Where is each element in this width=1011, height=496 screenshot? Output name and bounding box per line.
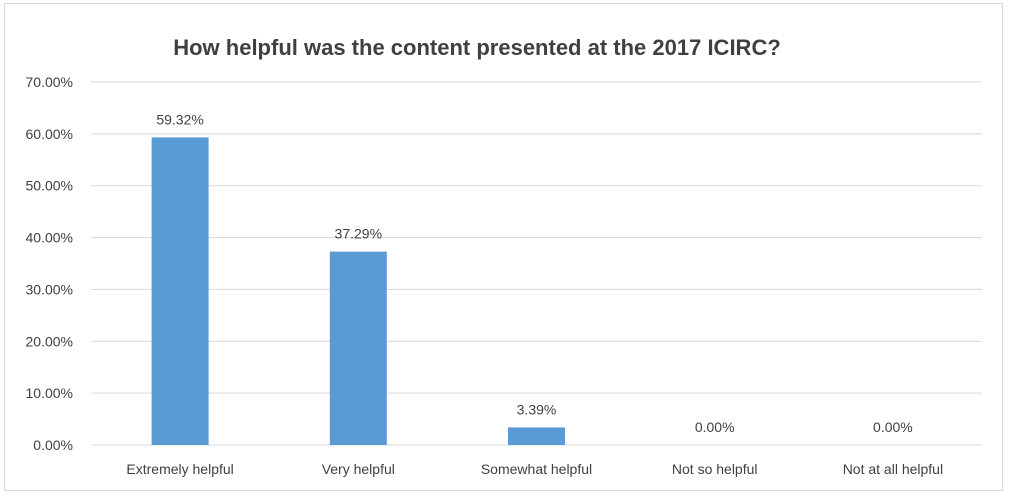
data-label: 0.00%: [873, 419, 913, 435]
x-category-label: Somewhat helpful: [481, 461, 592, 477]
bar-chart: How helpful was the content presented at…: [26, 35, 982, 477]
bars: [151, 137, 565, 445]
data-label: 59.32%: [156, 111, 203, 127]
y-tick-label: 0.00%: [33, 437, 73, 453]
y-tick-label: 70.00%: [26, 74, 73, 90]
data-label: 0.00%: [695, 419, 735, 435]
gridlines: [91, 81, 982, 446]
x-category-label: Not so helpful: [672, 461, 758, 477]
y-tick-label: 60.00%: [26, 126, 73, 142]
data-labels: 59.32% 37.29% 3.39% 0.00% 0.00%: [156, 111, 912, 435]
y-tick-label: 10.00%: [26, 385, 73, 401]
x-category-label: Very helpful: [322, 461, 395, 477]
x-axis-categories: Extremely helpful Very helpful Somewhat he…: [126, 461, 943, 477]
x-category-label: Not at all helpful: [843, 461, 943, 477]
y-tick-label: 40.00%: [26, 230, 73, 246]
x-category-label: Extremely helpful: [126, 461, 233, 477]
chart-frame: How helpful was the content presented at…: [4, 3, 1003, 491]
y-tick-label: 30.00%: [26, 281, 73, 297]
y-tick-label: 20.00%: [26, 333, 73, 349]
data-label: 3.39%: [517, 401, 557, 417]
data-label: 37.29%: [335, 226, 382, 242]
bar-somewhat-helpful: [508, 427, 565, 445]
bar-extremely-helpful: [151, 137, 209, 445]
chart-title: How helpful was the content presented at…: [173, 35, 781, 60]
y-axis-ticks: 0.00% 10.00% 20.00% 30.00% 40.00% 50.00% 60.00…: [26, 74, 73, 453]
bar-very-helpful: [329, 251, 387, 445]
y-tick-label: 50.00%: [26, 178, 73, 194]
